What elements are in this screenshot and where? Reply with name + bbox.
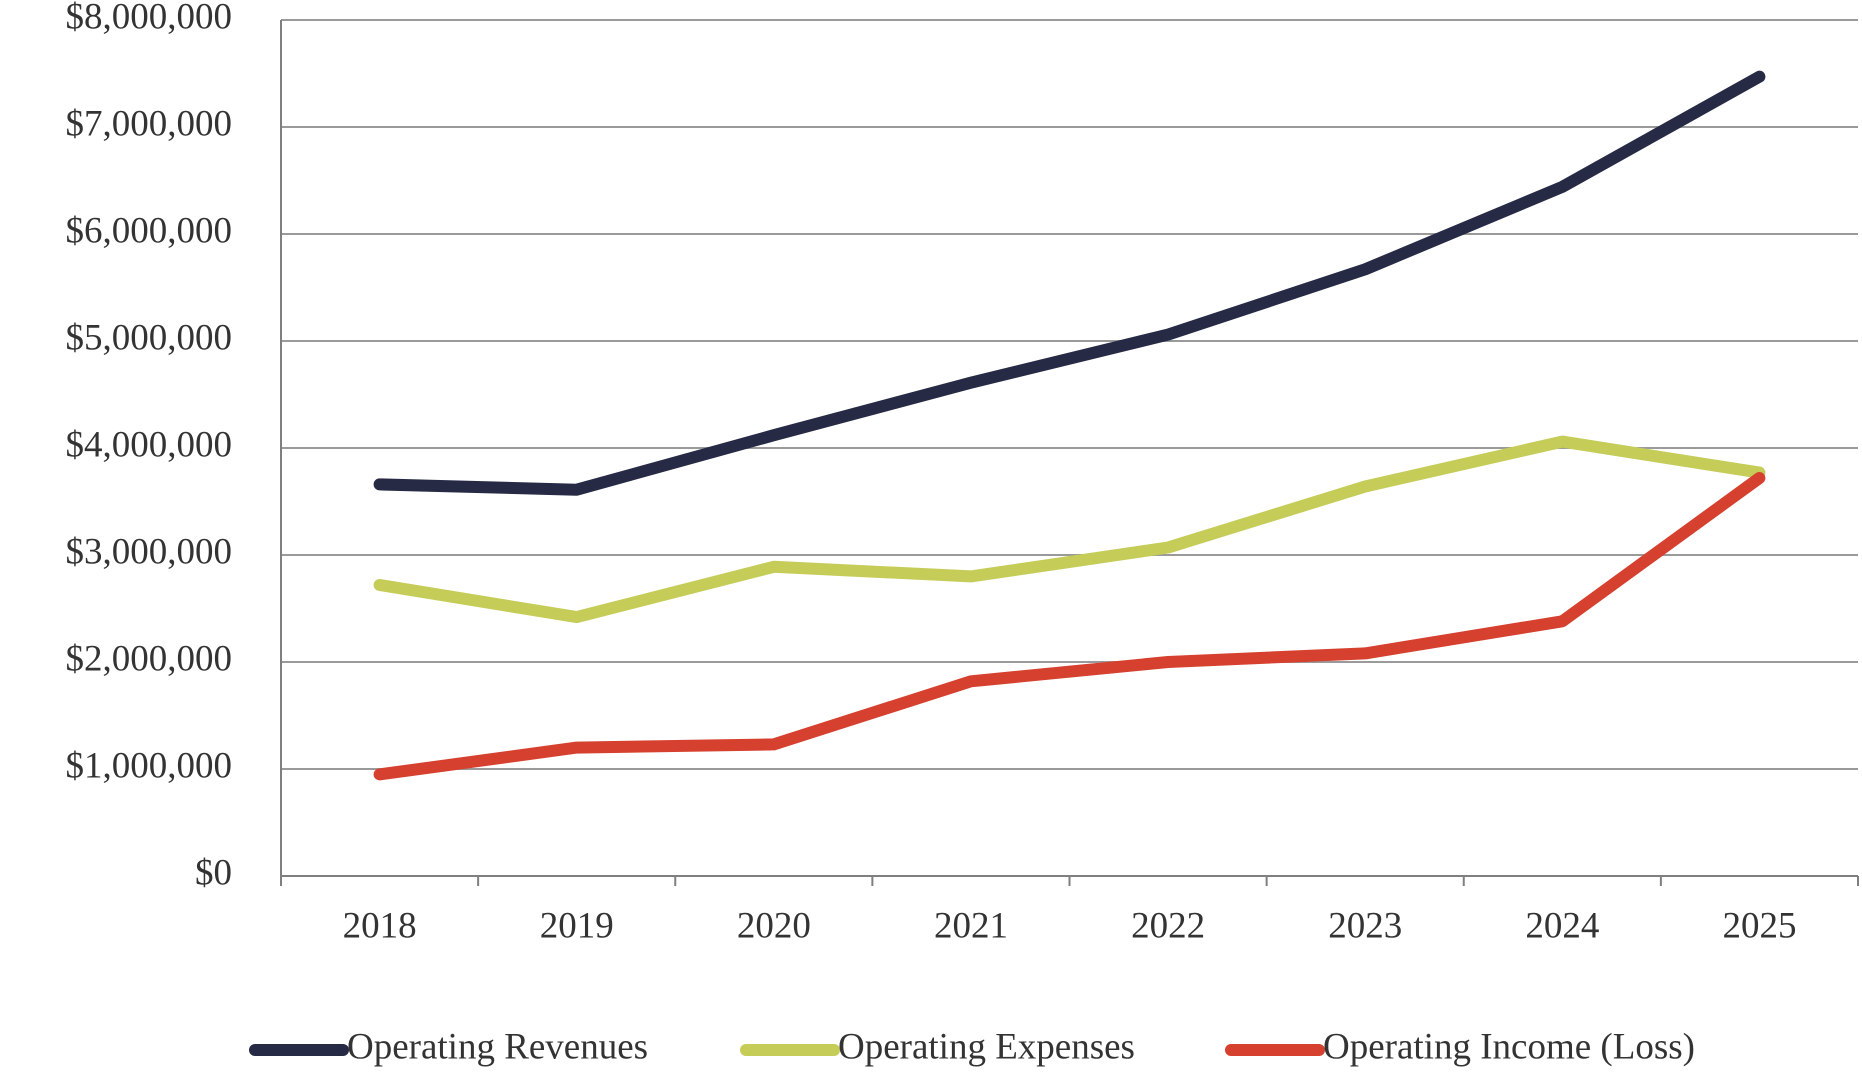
x-tick-label: 2024 [1525, 905, 1599, 946]
series-line [373, 435, 1766, 624]
x-tick-label: 2018 [343, 905, 417, 946]
series-line [373, 70, 1766, 496]
y-tick-label: $2,000,000 [66, 638, 233, 679]
legend-label: Operating Expenses [838, 1026, 1135, 1067]
x-tick-label: 2020 [737, 905, 811, 946]
y-tick-label: $6,000,000 [66, 210, 233, 251]
legend-label: Operating Income (Loss) [1323, 1026, 1695, 1067]
x-tick-label: 2022 [1131, 905, 1205, 946]
series-line [373, 472, 1766, 781]
y-tick-label: $0 [195, 852, 232, 893]
y-tick-label: $7,000,000 [66, 103, 233, 144]
x-tick-label: 2025 [1722, 905, 1796, 946]
y-tick-label: $3,000,000 [66, 531, 233, 572]
y-tick-label: $5,000,000 [66, 317, 233, 358]
y-tick-label: $8,000,000 [66, 0, 233, 37]
x-tick-label: 2019 [540, 905, 614, 946]
y-tick-label: $4,000,000 [66, 424, 233, 465]
x-tick-label: 2021 [934, 905, 1008, 946]
legend-label: Operating Revenues [347, 1026, 648, 1067]
y-tick-label: $1,000,000 [66, 745, 233, 786]
x-tick-label: 2023 [1328, 905, 1402, 946]
